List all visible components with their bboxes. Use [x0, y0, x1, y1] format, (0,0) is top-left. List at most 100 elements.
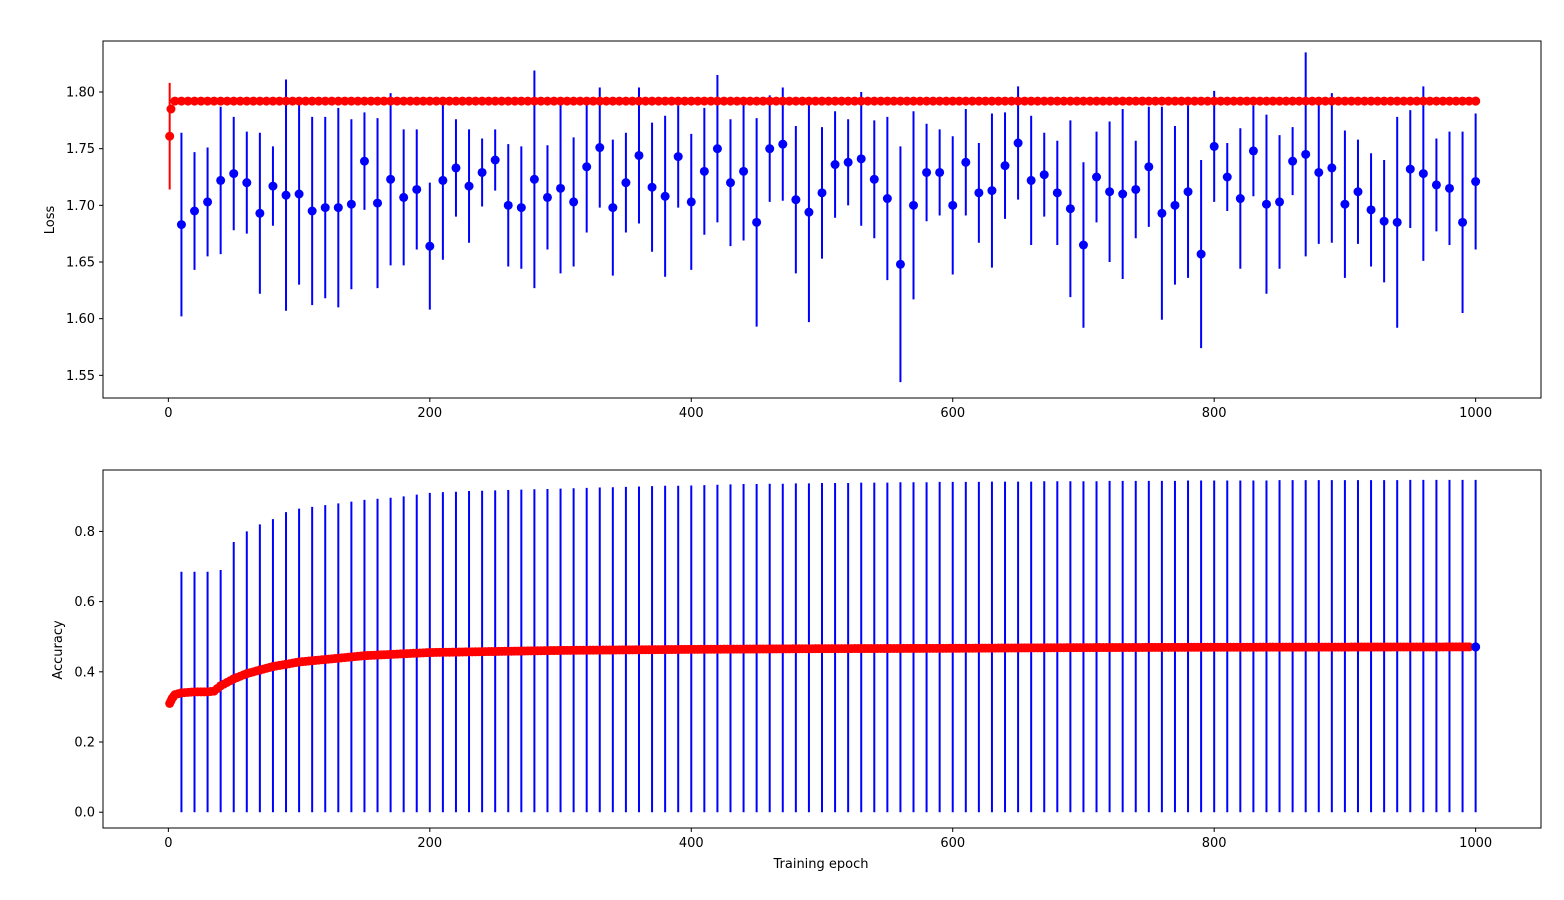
loss-blue-point — [281, 190, 291, 200]
loss-red-point — [1235, 96, 1245, 106]
loss-x-tick-label: 600 — [940, 406, 965, 421]
loss-red-point — [1105, 96, 1115, 106]
loss-blue-point — [699, 166, 709, 176]
loss-red-point — [1085, 96, 1095, 106]
loss-red-point — [1405, 96, 1415, 106]
loss-red-point — [166, 104, 176, 114]
loss-red-point — [1353, 96, 1363, 106]
loss-red-point — [791, 96, 801, 106]
loss-blue-point — [1366, 205, 1376, 215]
loss-blue-point — [1340, 199, 1350, 209]
loss-blue-point — [686, 197, 696, 207]
loss-blue-point — [176, 220, 186, 230]
loss-red-point — [477, 96, 487, 106]
loss-red-point — [902, 96, 912, 106]
loss-blue-point — [1458, 217, 1468, 227]
loss-red-point — [516, 96, 526, 106]
loss-red-point — [1281, 96, 1291, 106]
loss-red-point — [549, 96, 559, 106]
accuracy-x-tick-label: 1000 — [1459, 836, 1492, 851]
loss-red-point — [961, 96, 971, 106]
loss-red-point — [680, 96, 690, 106]
loss-red-point — [386, 96, 396, 106]
accuracy-x-tick-label: 0 — [164, 836, 172, 851]
accuracy-x-tick-label: 600 — [940, 836, 965, 851]
loss-red-point — [595, 96, 605, 106]
loss-red-point — [843, 96, 853, 106]
loss-red-point — [654, 96, 664, 106]
loss-blue-point — [556, 183, 566, 193]
loss-red-point — [869, 96, 879, 106]
loss-panel: 0 200 400 600 800 1000 1.551.601.651.701.751.… — [43, 40, 1542, 421]
loss-blue-point — [725, 178, 735, 188]
loss-red-point — [621, 96, 631, 106]
accuracy-y-ticks: 0.0 0.2 0.4 0.6 0.8 — [74, 525, 103, 821]
loss-blue-point — [516, 203, 526, 213]
loss-red-point — [274, 96, 284, 106]
loss-blue-point — [438, 175, 448, 185]
loss-red-point — [824, 96, 834, 106]
loss-blue-point — [1013, 138, 1023, 148]
accuracy-marks — [165, 479, 1481, 813]
loss-red-point — [1294, 96, 1304, 106]
accuracy-axes-frame — [102, 469, 1542, 829]
loss-blue-point — [1196, 249, 1206, 259]
loss-red-point — [1033, 96, 1043, 106]
x-axis-label: Training epoch — [772, 857, 868, 872]
loss-blue-point — [1353, 187, 1363, 197]
loss-red-point — [1013, 96, 1023, 106]
loss-red-point — [1360, 96, 1370, 106]
loss-red-point — [379, 96, 389, 106]
loss-red-point — [1379, 96, 1389, 106]
loss-blue-point — [255, 208, 265, 218]
loss-red-point — [1320, 96, 1330, 106]
loss-red-point — [1196, 96, 1206, 106]
loss-blue-point — [1235, 194, 1245, 204]
loss-blue-point — [1471, 177, 1481, 187]
loss-blue-point — [1418, 169, 1428, 179]
loss-blue-point — [425, 241, 435, 251]
loss-red-point — [1464, 96, 1474, 106]
loss-red-point — [366, 96, 376, 106]
loss-red-point — [556, 96, 566, 106]
accuracy-y-tick-label: 0.2 — [74, 736, 95, 751]
loss-red-point — [523, 96, 533, 106]
loss-blue-point — [229, 169, 239, 179]
accuracy-y-tick-label: 0.6 — [74, 595, 95, 610]
loss-red-point — [725, 96, 735, 106]
loss-red-point — [693, 96, 703, 106]
loss-red-point — [817, 96, 827, 106]
loss-red-point — [1314, 96, 1324, 106]
loss-blue-point — [621, 178, 631, 188]
loss-red-point — [752, 96, 762, 106]
loss-blue-point — [1327, 163, 1337, 173]
loss-red-point — [1301, 96, 1311, 106]
loss-red-point — [660, 96, 670, 106]
loss-red-point — [392, 96, 402, 106]
loss-red-point — [1248, 96, 1258, 106]
loss-red-point — [1425, 96, 1435, 106]
loss-red-point — [686, 96, 696, 106]
loss-red-point — [327, 96, 337, 106]
loss-red-point — [209, 96, 219, 106]
accuracy-red-point — [1464, 642, 1474, 652]
loss-red-point — [340, 96, 350, 106]
loss-red-point — [1131, 96, 1141, 106]
loss-red-point — [216, 96, 226, 106]
loss-blue-point — [948, 200, 958, 210]
loss-red-point — [261, 96, 271, 106]
loss-blue-point — [490, 155, 500, 165]
loss-red-point — [203, 96, 213, 106]
loss-red-point — [588, 96, 598, 106]
loss-x-tick-label: 800 — [1202, 406, 1227, 421]
accuracy-x-tick-label: 800 — [1202, 836, 1227, 851]
loss-red-point — [1412, 96, 1422, 106]
loss-red-point — [634, 96, 644, 106]
loss-red-point — [980, 96, 990, 106]
loss-red-point — [641, 96, 651, 106]
loss-red-point — [1399, 96, 1409, 106]
loss-red-point — [810, 96, 820, 106]
loss-blue-point — [987, 186, 997, 196]
loss-blue-point — [1444, 183, 1454, 193]
